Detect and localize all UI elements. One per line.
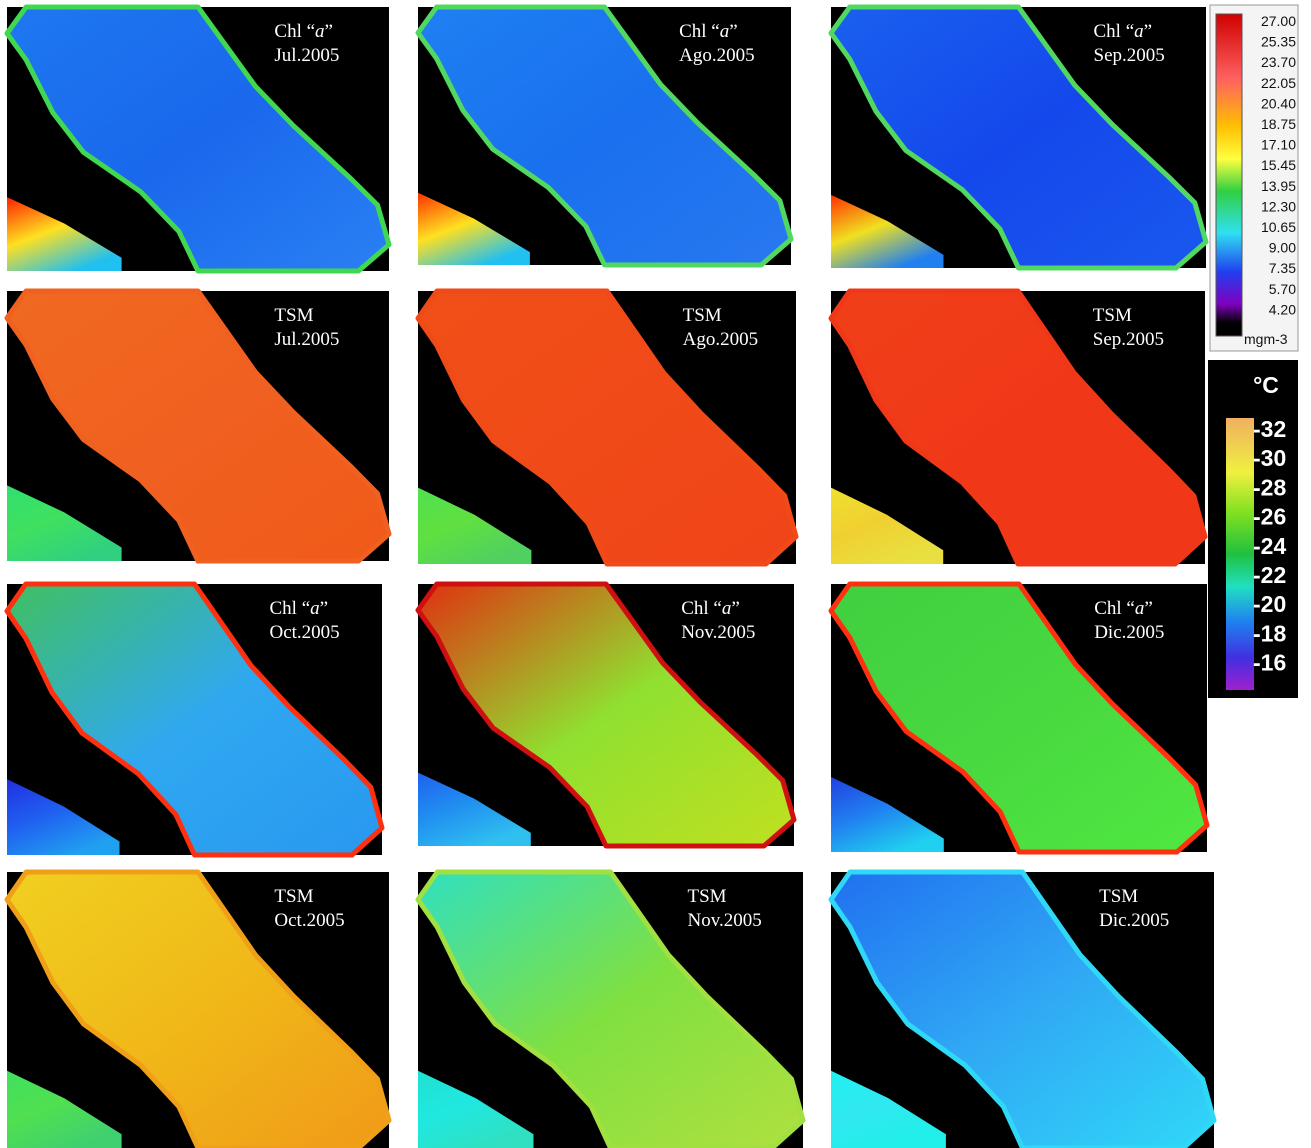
map-panel: TSM Jul.2005	[7, 291, 389, 561]
colorbar-label: 5.70	[1269, 281, 1296, 297]
panel-date: Jul.2005	[274, 45, 339, 66]
colorbar-label: 10.65	[1261, 219, 1296, 235]
title-part: a	[1134, 21, 1144, 42]
panel-title: TSM	[274, 886, 313, 907]
panel-date: Ago.2005	[683, 329, 758, 350]
colorbar-label: 18.75	[1261, 116, 1296, 132]
panel-title: Chl “a”	[679, 21, 738, 42]
panel-title: TSM	[683, 305, 722, 326]
panel-date: Sep.2005	[1093, 329, 1164, 350]
colorbar-label: -32	[1253, 416, 1286, 442]
colorbar-label: 23.70	[1261, 54, 1296, 70]
title-part: TSM	[1099, 886, 1138, 907]
map-panel: Chl “a” Ago.2005	[418, 7, 791, 265]
map-panel: TSM Oct.2005	[7, 872, 389, 1148]
title-part: TSM	[274, 886, 313, 907]
title-part: ”	[325, 21, 333, 42]
colorbar-gradient	[1216, 14, 1242, 336]
title-part: Chl “	[681, 598, 722, 619]
colorbar-label: -26	[1253, 504, 1286, 530]
colorbar-label: 9.00	[1269, 240, 1296, 256]
panel-date: Nov.2005	[688, 910, 762, 931]
panel-date: Dic.2005	[1099, 910, 1169, 931]
panel-title: Chl “a”	[681, 598, 740, 619]
panel-title: Chl “a”	[1094, 21, 1153, 42]
colorbar-label: 13.95	[1261, 178, 1296, 194]
panel-title: TSM	[688, 886, 727, 907]
title-part: ”	[320, 598, 328, 619]
colorbar-label: -30	[1253, 445, 1286, 471]
panel-date: Nov.2005	[681, 622, 755, 643]
panel-date: Jul.2005	[274, 329, 339, 350]
colorbar-label: -24	[1253, 533, 1286, 559]
panel-title: Chl “a”	[274, 21, 333, 42]
map-panel: Chl “a” Jul.2005	[7, 7, 389, 271]
panel-date: Ago.2005	[679, 45, 754, 66]
colorbar-label: 12.30	[1261, 198, 1296, 214]
title-part: a	[1135, 598, 1145, 619]
map-panel: Chl “a” Dic.2005	[831, 584, 1207, 852]
map-panel: TSM Nov.2005	[418, 872, 803, 1148]
title-part: Chl “	[274, 21, 315, 42]
panel-title: TSM	[1093, 305, 1132, 326]
colorbar-gradient	[1226, 418, 1254, 690]
colorbar-label: -28	[1253, 474, 1286, 500]
colorbar-unit: °C	[1253, 372, 1279, 398]
title-part: Chl “	[270, 598, 311, 619]
colorbar-label: 4.20	[1269, 301, 1296, 317]
title-part: TSM	[274, 305, 313, 326]
panel-title: TSM	[274, 305, 313, 326]
colorbar-label: 7.35	[1269, 260, 1296, 276]
map-panel: Chl “a” Sep.2005	[831, 7, 1206, 268]
colorbar-label: -18	[1253, 620, 1286, 646]
colorbar-unit: mgm-3	[1244, 331, 1288, 347]
title-part: TSM	[683, 305, 722, 326]
title-part: Chl “	[679, 21, 720, 42]
title-part: ”	[1144, 21, 1152, 42]
colorbar-label: 20.40	[1261, 95, 1296, 111]
title-part: a	[310, 598, 320, 619]
colorbar-label: 25.35	[1261, 34, 1296, 50]
colorbar-label: -22	[1253, 562, 1286, 588]
map-panel: TSM Dic.2005	[831, 872, 1214, 1148]
colorbar-label: -16	[1253, 650, 1286, 676]
map-panel: Chl “a” Oct.2005	[7, 584, 382, 855]
map-panel: TSM Sep.2005	[831, 291, 1205, 564]
panel-date: Sep.2005	[1094, 45, 1165, 66]
title-part: ”	[731, 598, 739, 619]
colorbar-label: 17.10	[1261, 137, 1296, 153]
panel-title: Chl “a”	[270, 598, 329, 619]
title-part: a	[722, 598, 732, 619]
title-part: TSM	[1093, 305, 1132, 326]
panel-date: Oct.2005	[274, 910, 344, 931]
colorbar-label: -20	[1253, 591, 1286, 617]
title-part: a	[315, 21, 325, 42]
title-part: Chl “	[1094, 21, 1135, 42]
panel-title: TSM	[1099, 886, 1138, 907]
colorbar-label: 15.45	[1261, 157, 1296, 173]
colorbar-label: 22.05	[1261, 75, 1296, 91]
title-part: a	[720, 21, 730, 42]
title-part: Chl “	[1094, 598, 1135, 619]
colorbar-label: 27.00	[1261, 13, 1296, 29]
title-part: ”	[729, 21, 737, 42]
panel-date: Oct.2005	[270, 622, 340, 643]
panel-date: Dic.2005	[1094, 622, 1164, 643]
panel-title: Chl “a”	[1094, 598, 1153, 619]
title-part: TSM	[688, 886, 727, 907]
figure: Chl “a”Jul.2005Chl “a”Ago.2005Chl “a”Sep…	[0, 0, 1311, 1148]
map-panel: Chl “a” Nov.2005	[418, 584, 794, 846]
map-panel: TSM Ago.2005	[418, 291, 796, 564]
title-part: ”	[1144, 598, 1152, 619]
